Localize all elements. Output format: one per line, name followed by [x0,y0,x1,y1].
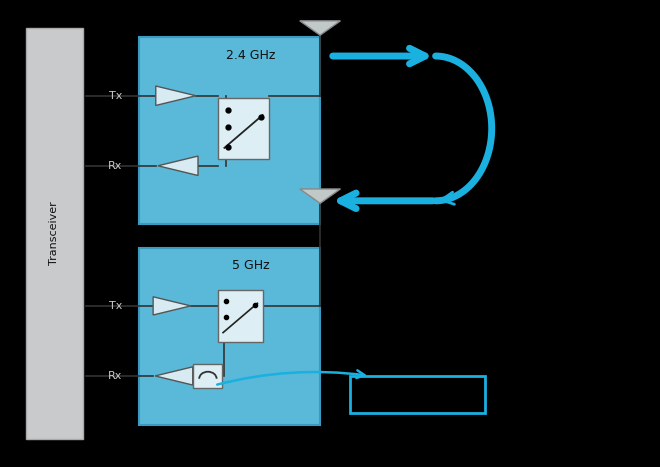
Polygon shape [300,21,341,35]
Polygon shape [153,297,191,315]
Text: Tx: Tx [109,91,122,101]
FancyBboxPatch shape [139,248,320,425]
FancyBboxPatch shape [193,364,222,388]
Text: Rx: Rx [108,371,123,381]
Polygon shape [158,156,198,176]
FancyBboxPatch shape [350,376,485,413]
Text: Rx: Rx [108,161,123,171]
Text: 5 GHz: 5 GHz [232,259,270,272]
FancyBboxPatch shape [26,28,82,439]
FancyBboxPatch shape [218,98,269,159]
Polygon shape [156,86,196,106]
Text: 2.4 GHz: 2.4 GHz [226,49,276,62]
Polygon shape [300,189,341,203]
Text: Tx: Tx [109,301,122,311]
Polygon shape [155,367,193,385]
Text: Transceiver: Transceiver [50,202,59,265]
FancyBboxPatch shape [218,290,263,342]
FancyBboxPatch shape [139,37,320,224]
